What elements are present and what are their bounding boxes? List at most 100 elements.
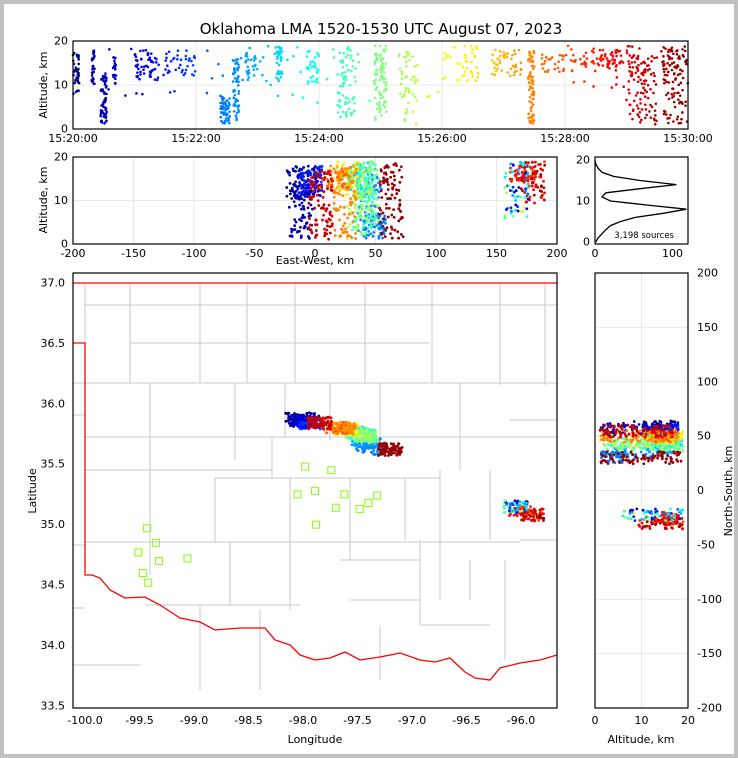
source-point-time-height xyxy=(532,91,536,95)
source-point-time-height xyxy=(113,73,117,77)
source-point-ew-height xyxy=(331,179,334,183)
source-point-time-height xyxy=(634,71,638,75)
source-point-ns-height xyxy=(626,445,630,449)
source-point-time-height xyxy=(528,60,532,63)
source-point-ns-height xyxy=(628,509,632,512)
station-marker xyxy=(355,504,364,513)
source-point-ew-height xyxy=(390,213,394,217)
source-point-ns-height xyxy=(629,450,633,454)
source-point-time-height xyxy=(498,59,502,62)
source-point-plan-view xyxy=(388,452,391,456)
source-point-ew-height xyxy=(303,191,307,195)
source-point-ew-height xyxy=(365,194,369,198)
source-point-plan-view xyxy=(331,430,335,434)
source-point-time-height xyxy=(99,78,103,81)
source-point-ew-height xyxy=(330,222,334,226)
ew-tick-label: 150 xyxy=(486,247,507,260)
source-point-time-height xyxy=(193,54,196,58)
source-point-time-height xyxy=(248,46,252,50)
time-tick-label: 15:26:00 xyxy=(417,132,466,145)
source-point-plan-view xyxy=(515,511,519,514)
source-point-ew-height xyxy=(526,177,530,181)
source-point-ns-height xyxy=(622,450,626,453)
source-point-ew-height xyxy=(311,207,314,211)
source-point-time-height xyxy=(465,66,469,70)
source-point-ns-height xyxy=(599,456,603,460)
longitude-tick-label: -97.5 xyxy=(343,714,371,727)
source-point-ew-height xyxy=(379,225,383,228)
source-point-time-height xyxy=(375,53,378,57)
source-point-ew-height xyxy=(383,214,387,218)
source-point-ew-height xyxy=(338,192,342,196)
source-point-ew-height xyxy=(336,176,339,179)
histogram-altitude-tick: 10 xyxy=(576,195,590,208)
source-point-plan-view xyxy=(533,509,537,513)
source-point-time-height xyxy=(678,72,682,76)
source-point-ew-height xyxy=(515,178,519,182)
source-point-time-height xyxy=(221,105,225,109)
source-point-ns-height xyxy=(667,439,670,443)
source-point-plan-view xyxy=(319,417,322,421)
source-point-ew-height xyxy=(385,180,389,184)
source-point-ew-height xyxy=(356,223,360,227)
source-point-time-height xyxy=(153,67,157,71)
source-point-ew-height xyxy=(343,227,347,231)
source-point-ns-height xyxy=(662,450,665,454)
source-point-time-height xyxy=(678,94,682,97)
source-point-ew-height xyxy=(323,227,326,231)
source-point-time-height xyxy=(339,84,342,88)
source-point-time-height xyxy=(531,122,535,125)
source-point-time-height xyxy=(677,83,681,87)
source-point-ew-height xyxy=(363,232,367,236)
source-point-time-height xyxy=(681,48,684,51)
source-point-time-height xyxy=(665,67,668,71)
source-point-ew-height xyxy=(538,162,542,166)
source-point-ns-height xyxy=(631,458,635,462)
source-point-ew-height xyxy=(353,206,357,210)
ns-frame xyxy=(594,272,689,709)
source-point-plan-view xyxy=(516,505,520,509)
source-point-ns-height xyxy=(681,430,685,434)
source-point-ew-height xyxy=(539,173,543,176)
source-point-time-height xyxy=(103,74,107,78)
source-point-ns-height xyxy=(651,452,655,456)
source-point-ew-height xyxy=(354,198,358,201)
source-point-ns-height xyxy=(641,435,645,439)
source-point-time-height xyxy=(614,69,618,72)
source-point-ew-height xyxy=(361,164,365,167)
source-point-time-height xyxy=(643,82,646,86)
source-point-time-height xyxy=(628,54,632,57)
source-point-ns-height xyxy=(656,451,660,455)
source-point-plan-view xyxy=(398,447,402,451)
source-point-time-height xyxy=(631,45,634,48)
source-point-plan-view xyxy=(502,504,506,508)
source-point-plan-view xyxy=(394,449,398,452)
source-point-ew-height xyxy=(367,184,371,188)
source-point-plan-view xyxy=(354,432,358,436)
source-point-time-height xyxy=(597,63,601,67)
source-point-ew-height xyxy=(385,206,388,210)
source-point-time-height xyxy=(404,76,407,79)
source-point-time-height xyxy=(506,52,509,55)
source-point-time-height xyxy=(490,72,494,76)
source-point-ns-height xyxy=(672,439,675,442)
source-point-ns-height xyxy=(631,432,635,436)
source-point-ew-height xyxy=(335,164,339,168)
source-point-ew-height xyxy=(531,160,534,164)
source-point-ew-height xyxy=(385,226,389,230)
source-point-time-height xyxy=(510,57,513,61)
source-point-time-height xyxy=(237,63,240,66)
source-point-time-height xyxy=(253,54,257,58)
source-point-time-height xyxy=(153,78,157,81)
source-point-time-height xyxy=(681,76,685,80)
source-point-time-height xyxy=(135,75,138,78)
source-point-ew-height xyxy=(332,207,336,211)
source-point-ns-height xyxy=(632,511,636,515)
source-point-plan-view xyxy=(316,425,320,429)
source-point-time-height xyxy=(645,113,648,117)
source-point-ew-height xyxy=(363,199,366,203)
source-point-time-height xyxy=(529,106,533,110)
source-point-time-height xyxy=(453,46,457,49)
source-point-time-height xyxy=(527,57,531,61)
source-point-time-height xyxy=(107,88,110,91)
